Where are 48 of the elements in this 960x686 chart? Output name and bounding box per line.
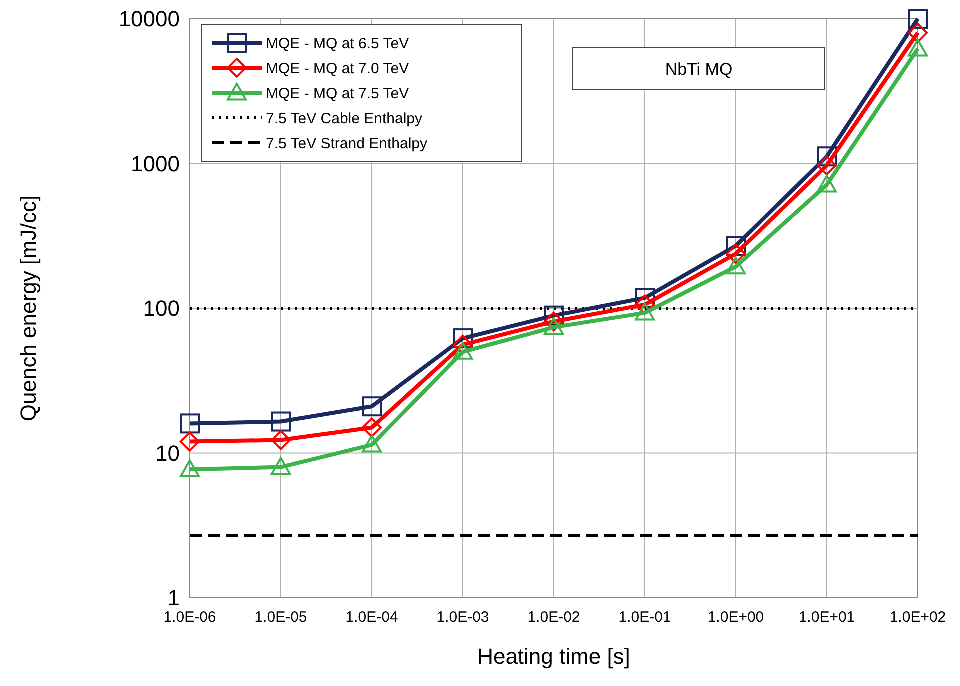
point [544, 317, 564, 336]
x-tick-label: 1.0E-04 [346, 609, 398, 626]
x-tick-label: 1.0E+00 [708, 609, 764, 626]
x-axis-title: Heating time [s] [478, 644, 630, 669]
y-tick-label: 1 [168, 586, 180, 611]
x-tick-label: 1.0E-02 [528, 609, 580, 626]
point [726, 244, 746, 264]
legend-label: MQE - MQ at 7.5 TeV [266, 85, 410, 102]
point [180, 414, 200, 434]
y-axis-title: Quench energy [mJ/cc] [16, 195, 41, 422]
point [271, 430, 291, 450]
x-tick-label: 1.0E-05 [254, 609, 308, 626]
point [817, 175, 837, 193]
point [453, 334, 473, 355]
point [908, 9, 928, 29]
point [635, 288, 655, 308]
point [544, 312, 564, 332]
point [635, 303, 655, 321]
point [726, 236, 746, 256]
legend-label: MQE - MQ at 6.5 TeV [266, 35, 410, 52]
point [908, 39, 928, 57]
x-tick-label: 1.0E+02 [890, 609, 946, 626]
x-tick-label: 1.0E-03 [436, 609, 490, 626]
point [908, 23, 928, 44]
y-tick-label: 10000 [118, 6, 180, 32]
legend-label: MQE - MQ at 7.0 TeV [266, 60, 410, 78]
point [180, 460, 200, 478]
y-tick-label: 100 [143, 296, 180, 322]
legend-label: 7.5 TeV Cable Enthalpy [266, 110, 423, 128]
point [271, 457, 291, 476]
point [453, 342, 473, 360]
point [453, 328, 473, 349]
point [544, 306, 564, 326]
annotation: NbTi MQ [665, 60, 733, 79]
x-tick-label: 1.0E-01 [618, 609, 672, 626]
y-tick-label: 1000 [131, 151, 180, 176]
point [180, 432, 200, 452]
point [271, 412, 291, 432]
point [726, 256, 746, 275]
point [362, 435, 382, 453]
point [817, 156, 837, 176]
point [362, 396, 382, 417]
x-tick-label: 1.0E+01 [798, 609, 856, 626]
y-tick-label: 10 [156, 440, 180, 466]
x-tick-label: 1.0E-06 [164, 609, 216, 626]
legend-label: 7.5 TeV Strand Enthalpy [266, 135, 428, 152]
point [817, 146, 837, 167]
point [362, 418, 382, 438]
